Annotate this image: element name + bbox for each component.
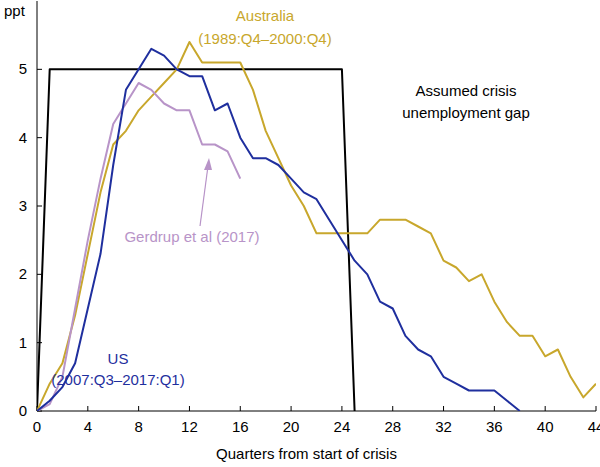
x-tick-label: 8 <box>134 418 142 435</box>
x-tick-label: 16 <box>232 418 249 435</box>
y-tick-label: 3 <box>19 197 27 214</box>
y-tick <box>37 137 42 138</box>
x-axis <box>37 411 596 412</box>
series-label: Australia <box>236 7 295 24</box>
y-tick-label: 1 <box>19 334 27 351</box>
y-tick <box>37 206 42 207</box>
x-tick <box>494 406 495 411</box>
y-tick-label: 4 <box>19 129 27 146</box>
x-tick-label: 24 <box>334 418 351 435</box>
x-tick <box>189 406 190 411</box>
x-tick-label: 36 <box>486 418 503 435</box>
x-tick-label: 4 <box>84 418 92 435</box>
x-tick <box>240 406 241 411</box>
series-line <box>37 69 355 411</box>
y-tick <box>37 69 42 70</box>
x-tick <box>443 406 444 411</box>
annotation: (2007:Q3–2017:Q1) <box>51 371 184 388</box>
x-axis-label: Quarters from start of crisis <box>216 445 397 462</box>
label-line: Assumed crisis <box>416 82 517 99</box>
y-tick-label: 2 <box>19 265 27 282</box>
y-tick-label: 0 <box>19 402 27 419</box>
x-tick-label: 40 <box>537 418 554 435</box>
series-label: US <box>108 350 129 367</box>
x-tick-label: 12 <box>181 418 198 435</box>
chart: 012345048121620242832364044pptQuarters f… <box>0 0 600 467</box>
x-tick <box>596 406 597 411</box>
x-tick-label: 20 <box>283 418 300 435</box>
x-tick <box>341 406 342 411</box>
series-label: Gerdrup et al (2017) <box>124 228 259 245</box>
series-line <box>37 83 240 411</box>
x-tick-label: 0 <box>33 418 41 435</box>
arrow-head <box>204 158 212 170</box>
x-tick <box>545 406 546 411</box>
y-axis-label: ppt <box>4 2 26 19</box>
x-tick-label: 28 <box>384 418 401 435</box>
arrow-line <box>200 166 208 226</box>
series-line <box>37 42 596 411</box>
x-tick-label: 44 <box>588 418 600 435</box>
x-tick-label: 32 <box>435 418 452 435</box>
x-tick <box>392 406 393 411</box>
annotation: (1989:Q4–2000:Q4) <box>198 30 331 47</box>
x-tick <box>138 406 139 411</box>
series-label: Assumed crisis unemployment gap <box>402 82 530 121</box>
x-tick <box>291 406 292 411</box>
label-line: unemployment gap <box>402 104 530 121</box>
x-tick <box>87 406 88 411</box>
y-tick-label: 5 <box>19 60 27 77</box>
lines <box>37 42 596 411</box>
